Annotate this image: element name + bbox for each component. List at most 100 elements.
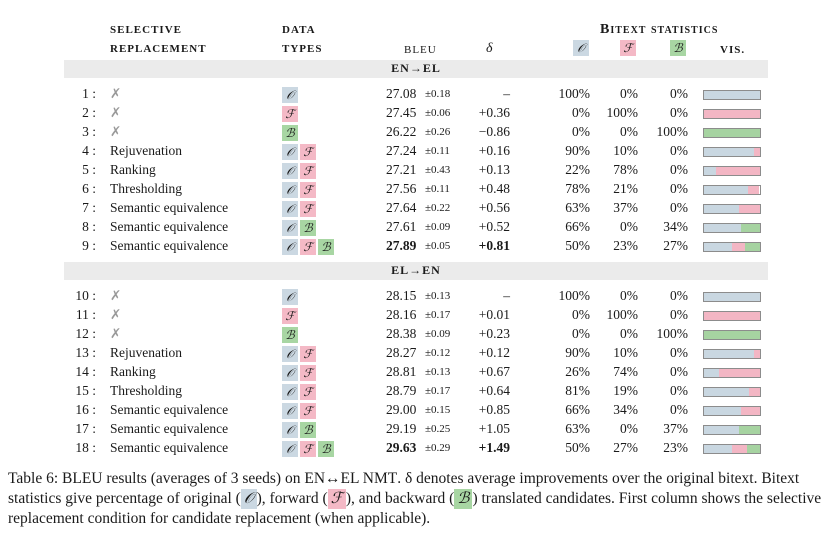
vis-original-segment [704, 369, 719, 377]
vis-forward-segment [740, 407, 760, 415]
forward-percent: 0% [620, 421, 638, 436]
data-type-b-tag: ℬ [318, 238, 334, 255]
selective-replacement: Ranking [110, 364, 156, 379]
caption-label: Table 6: [8, 470, 63, 487]
bleu-stddev: ±0.43 [425, 164, 451, 176]
data-type-f-tag: ℱ [300, 402, 316, 419]
bleu-stddev: ±0.11 [425, 145, 450, 157]
table-row: 13 : Rejuvenation 𝒪 ℱ 28.27 ±0.12 +0.12 90% 10% 0… [0, 345, 832, 364]
caption-text-5: ) translated candidates. First column sh… [8, 490, 822, 527]
delta-value: +0.12 [478, 345, 510, 360]
backward-percent: 37% [663, 421, 688, 436]
bleu-score: 29.63 [386, 440, 417, 455]
data-type-o-tag: 𝒪 [282, 402, 298, 419]
header-bitext-statistics: Bitext statistics [600, 22, 719, 37]
vis-original-segment [704, 426, 740, 434]
vis-bar [703, 90, 761, 100]
section-band: EL→EN [64, 262, 768, 280]
forward-percent: 34% [613, 402, 638, 417]
bleu-score: 27.24 [386, 143, 417, 158]
vis-forward-segment [749, 388, 760, 396]
vis-original-segment [704, 224, 741, 232]
forward-percent: 0% [620, 219, 638, 234]
caption-text-2: . δ denotes average improvements over th… [8, 470, 800, 507]
delta-value: +0.48 [478, 181, 510, 196]
vis-original-segment [704, 167, 717, 175]
backward-percent: 27% [663, 238, 688, 253]
original-percent: 66% [565, 219, 590, 234]
row-index: 9 : [82, 238, 96, 253]
row-index: 13 : [75, 345, 96, 360]
selective-replacement: Semantic equivalence [110, 421, 229, 436]
original-percent: 90% [565, 143, 590, 158]
caption-langpair: EN↔EL NMT [304, 470, 398, 487]
row-index: 10 : [75, 288, 96, 303]
bleu-score: 28.15 [386, 288, 417, 303]
bleu-stddev: ±0.06 [425, 107, 451, 119]
vis-bar [703, 425, 761, 435]
table-row: 5 : Ranking 𝒪 ℱ 27.21 ±0.43 +0.13 22% 78% 0% [0, 162, 832, 181]
data-type-o-tag: 𝒪 [282, 238, 298, 255]
header-original-symbol: 𝒪 [573, 40, 589, 56]
delta-value: +0.67 [478, 364, 510, 379]
bleu-stddev: ±0.17 [425, 385, 451, 397]
bleu-score: 28.38 [386, 326, 417, 341]
backward-percent: 100% [656, 326, 689, 341]
forward-percent: 78% [613, 162, 638, 177]
data-type-f-tag: ℱ [300, 181, 316, 198]
forward-percent: 21% [613, 181, 638, 196]
row-index: 15 : [75, 383, 96, 398]
delta-value: +0.01 [478, 307, 510, 322]
original-percent: 63% [565, 200, 590, 215]
row-index: 5 : [82, 162, 96, 177]
caption-original-symbol: 𝒪 [240, 489, 257, 509]
vis-bar [703, 406, 761, 416]
table-row: 16 : Semantic equivalence 𝒪 ℱ 29.00 ±0.15 +0.8… [0, 402, 832, 421]
bleu-stddev: ±0.22 [425, 202, 451, 214]
delta-value: +1.49 [478, 440, 510, 455]
delta-value: +0.56 [478, 200, 510, 215]
vis-forward-segment [754, 350, 760, 358]
delta-value: +1.05 [478, 421, 510, 436]
caption-text-3: ), forward ( [256, 490, 328, 507]
selective-replacement: Ranking [110, 162, 156, 177]
forward-percent: 10% [613, 345, 638, 360]
bleu-score: 27.64 [386, 200, 417, 215]
delta-value: −0.86 [478, 124, 510, 139]
header-data: DATA [282, 24, 316, 36]
data-type-b-tag: ℬ [300, 219, 316, 236]
vis-bar [703, 349, 761, 359]
vis-backward-segment [747, 445, 760, 453]
bleu-stddev: ±0.09 [425, 221, 451, 233]
original-percent: 22% [565, 162, 590, 177]
backward-percent: 0% [670, 402, 688, 417]
table-row: 15 : Thresholding 𝒪 ℱ 28.79 ±0.17 +0.64 81% 19% 0… [0, 383, 832, 402]
data-type-o-tag: 𝒪 [282, 143, 298, 160]
vis-bar [703, 185, 761, 195]
bleu-score: 28.16 [386, 307, 417, 322]
bleu-score: 28.81 [386, 364, 417, 379]
data-type-o-tag: 𝒪 [282, 440, 298, 457]
selective-replacement: Thresholding [110, 383, 182, 398]
backward-percent: 23% [663, 440, 688, 455]
header-backward-symbol: ℬ [670, 40, 686, 56]
vis-forward-segment [718, 369, 760, 377]
bleu-score: 29.00 [386, 402, 417, 417]
section-band: EN→EL [64, 60, 768, 78]
original-percent: 50% [565, 440, 590, 455]
row-index: 7 : [82, 200, 96, 215]
selective-replacement: Rejuvenation [110, 345, 182, 360]
data-types: ℱ [282, 105, 300, 122]
selective-replacement: Semantic equivalence [110, 200, 229, 215]
original-percent: 63% [565, 421, 590, 436]
data-types: ℱ [282, 307, 300, 324]
vis-backward-segment [744, 243, 760, 251]
selective-replacement: Rejuvenation [110, 143, 182, 158]
delta-value: +0.64 [478, 383, 510, 398]
header-delta: δ [486, 41, 493, 56]
selective-replacement: Semantic equivalence [110, 440, 229, 455]
